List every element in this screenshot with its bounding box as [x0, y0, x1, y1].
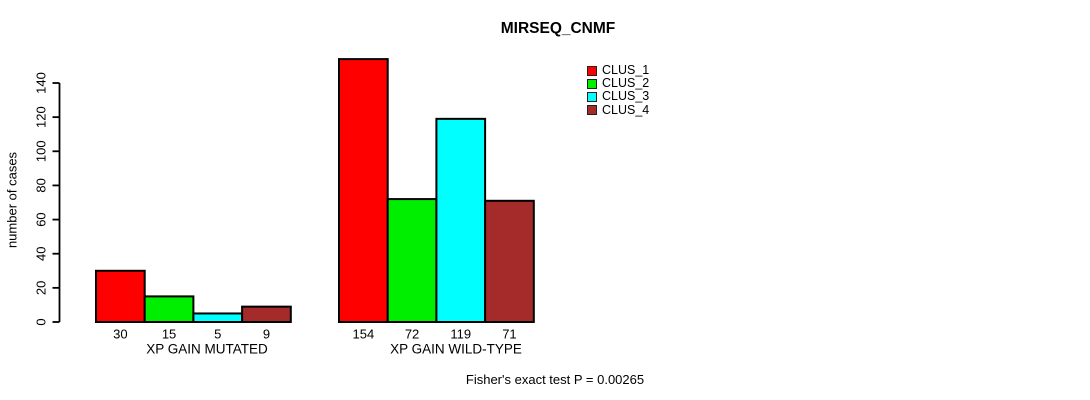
y-tick-label: 80	[34, 178, 49, 192]
bar-clus_2-group-2	[386, 198, 438, 323]
y-tick-label: 40	[34, 246, 49, 260]
legend-swatch-clus-2-icon	[587, 78, 597, 89]
category-label: XP GAIN MUTATED	[146, 342, 268, 357]
bar-clus_4-group-2	[484, 199, 535, 324]
y-tick-label: 0	[34, 318, 49, 325]
legend-row-clus-1: CLUS_1	[587, 63, 650, 77]
bar-clus_3-group-1	[192, 312, 244, 324]
bar-value-label: 15	[162, 327, 176, 342]
legend-row-clus-2: CLUS_2	[587, 76, 650, 91]
y-tick-label: 120	[34, 106, 49, 128]
y-axis-label: number of cases	[5, 151, 20, 248]
bar-clus_1-group-2	[338, 58, 389, 323]
legend-swatch-clus-1-icon	[587, 65, 597, 76]
bar-value-label: 154	[352, 327, 374, 342]
legend-label-clus-4: CLUS_4	[602, 102, 650, 117]
bar-clus_3-group-2	[435, 117, 487, 323]
bar-value-label: 30	[113, 327, 127, 342]
legend-label-clus-2: CLUS_2	[602, 76, 650, 91]
legend-swatch-clus-3-icon	[587, 91, 597, 102]
bar-clus_1-group-1	[95, 269, 146, 323]
legend-row-clus-4: CLUS_4	[587, 102, 650, 117]
bar-value-label: 9	[263, 327, 270, 342]
legend-label-clus-3: CLUS_3	[602, 89, 650, 104]
bar-clus_2-group-1	[143, 295, 195, 323]
legend-label-clus-1: CLUS_1	[602, 63, 650, 77]
fisher-test-footnote: Fisher's exact test P = 0.00265	[465, 372, 645, 387]
bar-clus_4-group-1	[241, 305, 292, 323]
bar-value-label: 119	[450, 327, 471, 342]
legend-row-clus-3: CLUS_3	[587, 90, 649, 103]
bar-value-label: 72	[405, 327, 419, 342]
y-tick-label: 20	[34, 281, 49, 295]
y-tick-label: 100	[34, 140, 49, 162]
bar-value-label: 71	[502, 327, 516, 342]
category-label: XP GAIN WILD-TYPE	[390, 342, 522, 357]
y-tick-label: 60	[34, 212, 49, 226]
legend: CLUS_1 CLUS_2 CLUS_3 CLUS_4	[587, 63, 650, 117]
y-tick-label: 140	[34, 72, 49, 94]
chart-title: MIRSEQ_CNMF	[500, 20, 616, 37]
legend-swatch-clus-4-icon	[587, 105, 597, 116]
bar-value-label: 5	[214, 327, 221, 342]
